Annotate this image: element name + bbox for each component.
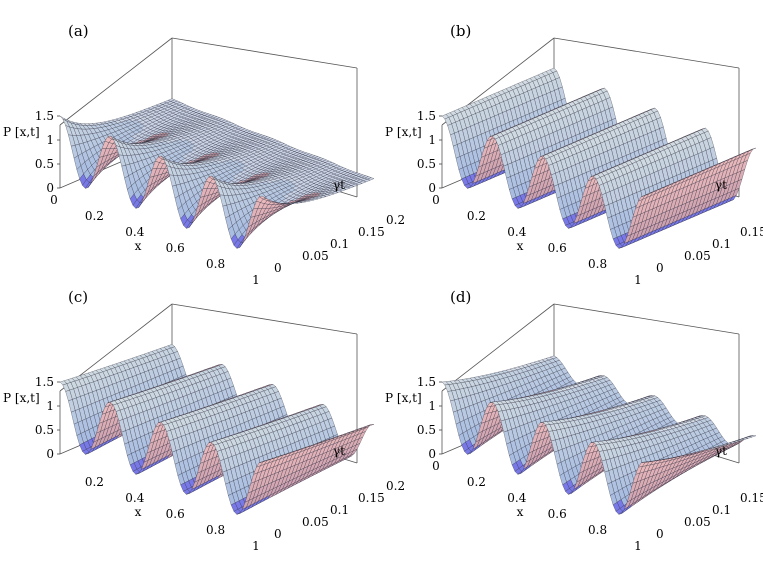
x-tick-label: 0.4 (125, 225, 144, 239)
surface (59, 98, 375, 249)
z-tick-label: 0.5 (35, 157, 54, 171)
y-axis-label: γt (333, 178, 345, 192)
box-edge-top-left (59, 37, 173, 126)
y-tick-label: 0.05 (684, 249, 711, 263)
x-axis-label: x (135, 239, 142, 253)
box-edge-top-right (553, 37, 740, 69)
z-tick-label: 1.5 (417, 109, 436, 123)
x-tick-label: 0.8 (588, 257, 607, 271)
surface (441, 67, 757, 249)
y-tick-label: 0.1 (330, 237, 349, 251)
y-tick-label: 0 (656, 261, 664, 275)
y-tick-label: 0.1 (712, 237, 731, 251)
z-axis-label: P [x,t] (385, 125, 422, 139)
x-tick-label: 0.6 (548, 241, 567, 255)
y-tick-label: 0.15 (358, 225, 385, 239)
z-tick-label: 0.5 (417, 157, 436, 171)
panel-label: (b) (450, 22, 471, 40)
panel-b: (b)00.511.5P [x,t]00.20.40.60.81x00.050.… (385, 22, 763, 287)
z-tick-label: 1 (428, 133, 436, 147)
x-tick-label: 0.6 (166, 241, 185, 255)
panel-a: (a)00.511.5P [x,t]00.20.40.60.81x00.050.… (3, 22, 405, 287)
x-tick-label: 0.8 (206, 257, 225, 271)
x-tick-label: 1 (252, 273, 260, 287)
y-tick-label: 0.2 (386, 213, 405, 227)
x-tick-label: 0 (50, 193, 58, 207)
y-tick-label: 0.15 (740, 225, 763, 239)
x-tick-label: 0.2 (467, 209, 486, 223)
x-tick-label: 0 (432, 193, 440, 207)
y-tick-label: 0.05 (302, 249, 329, 263)
y-axis-label: γt (715, 178, 727, 192)
box-edge-top-right (171, 37, 358, 69)
x-tick-label: 0.4 (507, 225, 526, 239)
panel-c: (c)00.511.5P [x,t]0.20.40.60.81x00.050.1… (3, 288, 405, 553)
z-axis-label: P [x,t] (3, 125, 40, 139)
x-tick-label: 0.2 (85, 209, 104, 223)
x-axis-label: x (517, 239, 524, 253)
z-tick-label: 1 (46, 133, 54, 147)
x-tick-label: 1 (634, 273, 642, 287)
surface (59, 344, 375, 515)
y-tick-label: 0 (274, 261, 282, 275)
box-edge-top-right (171, 303, 358, 335)
z-tick-label: 1.5 (35, 109, 54, 123)
panel-label: (a) (68, 22, 89, 40)
